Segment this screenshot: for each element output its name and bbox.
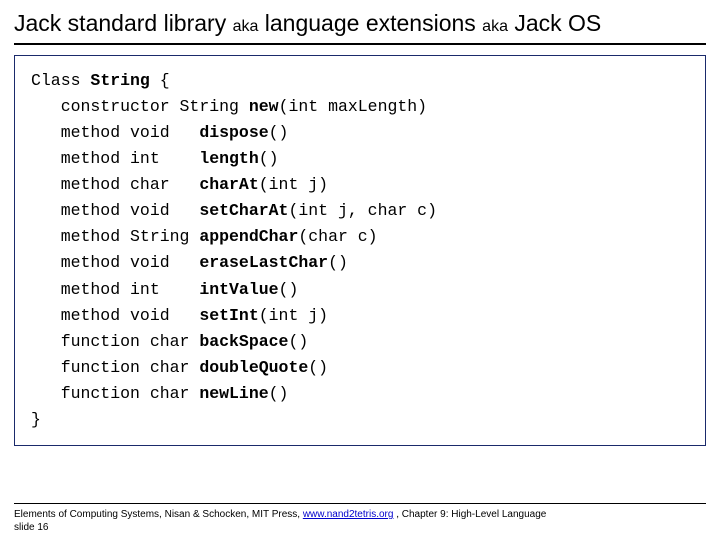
code-line: function char newLine() bbox=[31, 381, 689, 407]
code-line-prefix: function char bbox=[31, 358, 199, 377]
code-line: method String appendChar(char c) bbox=[31, 224, 689, 250]
code-line-suffix: (int maxLength) bbox=[279, 97, 428, 116]
code-line-suffix: () bbox=[269, 123, 289, 142]
code-line-suffix: (int j) bbox=[259, 175, 328, 194]
code-line-identifier: setInt bbox=[199, 306, 258, 325]
code-line-suffix: () bbox=[279, 280, 299, 299]
code-line: constructor String new(int maxLength) bbox=[31, 94, 689, 120]
code-line-prefix: method void bbox=[31, 306, 199, 325]
code-line-suffix: () bbox=[328, 253, 348, 272]
footer-text-1: Elements of Computing Systems, Nisan & S… bbox=[14, 509, 303, 520]
code-line: method void setInt(int j) bbox=[31, 303, 689, 329]
code-line-identifier: setCharAt bbox=[199, 201, 288, 220]
code-line-prefix: function char bbox=[31, 384, 199, 403]
code-line-identifier: appendChar bbox=[199, 227, 298, 246]
code-line-identifier: intValue bbox=[199, 280, 278, 299]
code-line-suffix: () bbox=[259, 149, 279, 168]
code-line-identifier: backSpace bbox=[199, 332, 288, 351]
code-line-prefix: method void bbox=[31, 123, 199, 142]
code-line-identifier: doubleQuote bbox=[199, 358, 308, 377]
title-underline bbox=[14, 43, 706, 45]
code-line-suffix: () bbox=[288, 332, 308, 351]
code-line: } bbox=[31, 407, 689, 433]
code-line: method void eraseLastChar() bbox=[31, 250, 689, 276]
code-line-suffix: (char c) bbox=[298, 227, 377, 246]
code-line-prefix: method String bbox=[31, 227, 199, 246]
code-line-identifier: String bbox=[90, 71, 149, 90]
code-line-identifier: eraseLastChar bbox=[199, 253, 328, 272]
slide-title: Jack standard library aka language exten… bbox=[0, 0, 720, 43]
code-line: method void setCharAt(int j, char c) bbox=[31, 198, 689, 224]
code-line-prefix: function char bbox=[31, 332, 199, 351]
code-listing-box: Class String { constructor String new(in… bbox=[14, 55, 706, 446]
code-line-identifier: length bbox=[199, 149, 258, 168]
code-line-identifier: newLine bbox=[199, 384, 268, 403]
code-line-suffix: { bbox=[150, 71, 170, 90]
code-line-suffix: () bbox=[308, 358, 328, 377]
code-line-prefix: } bbox=[31, 410, 41, 429]
code-line-suffix: () bbox=[269, 384, 289, 403]
code-line-identifier: charAt bbox=[199, 175, 258, 194]
code-line-prefix: method int bbox=[31, 280, 199, 299]
code-line-suffix: (int j, char c) bbox=[288, 201, 437, 220]
code-line-prefix: method void bbox=[31, 253, 199, 272]
code-line: method void dispose() bbox=[31, 120, 689, 146]
footer-slide-number: slide 16 bbox=[14, 522, 48, 533]
code-line: method char charAt(int j) bbox=[31, 172, 689, 198]
code-line-prefix: method int bbox=[31, 149, 199, 168]
code-line-prefix: constructor String bbox=[31, 97, 249, 116]
code-line-suffix: (int j) bbox=[259, 306, 328, 325]
footer-text-2: , Chapter 9: High-Level Language bbox=[393, 509, 546, 520]
footer-link[interactable]: www.nand2tetris.org bbox=[303, 509, 394, 520]
code-line-identifier: new bbox=[249, 97, 279, 116]
title-aka-1: aka bbox=[233, 18, 259, 35]
code-line: method int intValue() bbox=[31, 277, 689, 303]
slide-footer: Elements of Computing Systems, Nisan & S… bbox=[14, 503, 706, 534]
code-line-prefix: Class bbox=[31, 71, 90, 90]
title-aka-2: aka bbox=[482, 18, 508, 35]
title-part-3: Jack OS bbox=[508, 10, 601, 36]
code-line-identifier: dispose bbox=[199, 123, 268, 142]
code-line: Class String { bbox=[31, 68, 689, 94]
code-line-prefix: method char bbox=[31, 175, 199, 194]
code-line: function char backSpace() bbox=[31, 329, 689, 355]
code-line: function char doubleQuote() bbox=[31, 355, 689, 381]
title-part-1: Jack standard library bbox=[14, 10, 233, 36]
code-line-prefix: method void bbox=[31, 201, 199, 220]
code-line: method int length() bbox=[31, 146, 689, 172]
title-part-2: language extensions bbox=[258, 10, 482, 36]
